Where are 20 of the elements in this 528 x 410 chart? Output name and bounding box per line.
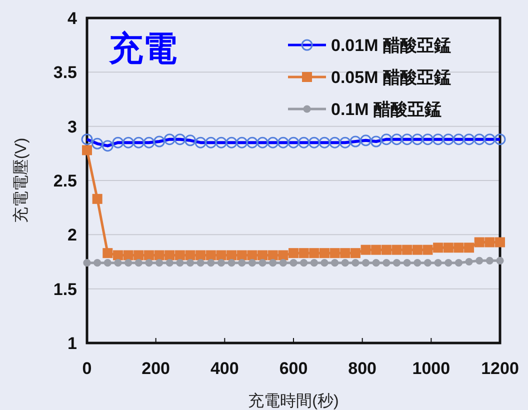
x-tick-label: 1200: [481, 359, 519, 378]
y-tick-label: 1.5: [53, 280, 77, 299]
x-tick-label: 400: [210, 359, 239, 378]
legend-label: 0.1M 醋酸亞錳: [331, 100, 442, 119]
x-axis-title: 充電時間(秒): [248, 392, 339, 410]
x-tick-label: 0: [82, 359, 92, 378]
legend-label: 0.05M 醋酸亞錳: [331, 68, 451, 87]
y-axis-title: 充電電壓(V): [12, 138, 30, 224]
y-tick-label: 1: [68, 334, 77, 353]
y-tick-label: 2.5: [53, 172, 77, 190]
legend-label: 0.01M 醋酸亞錳: [331, 36, 451, 55]
x-tick-label: 1000: [412, 359, 450, 378]
y-tick-label: 3: [68, 117, 77, 136]
x-tick-label: 200: [142, 359, 170, 378]
y-tick-label: 4: [68, 9, 78, 28]
x-tick-label: 600: [279, 359, 308, 378]
annotation: 充電: [108, 30, 177, 68]
y-tick-label: 3.5: [53, 63, 77, 82]
y-tick-label: 2: [68, 226, 77, 245]
x-tick-label: 800: [348, 359, 377, 378]
